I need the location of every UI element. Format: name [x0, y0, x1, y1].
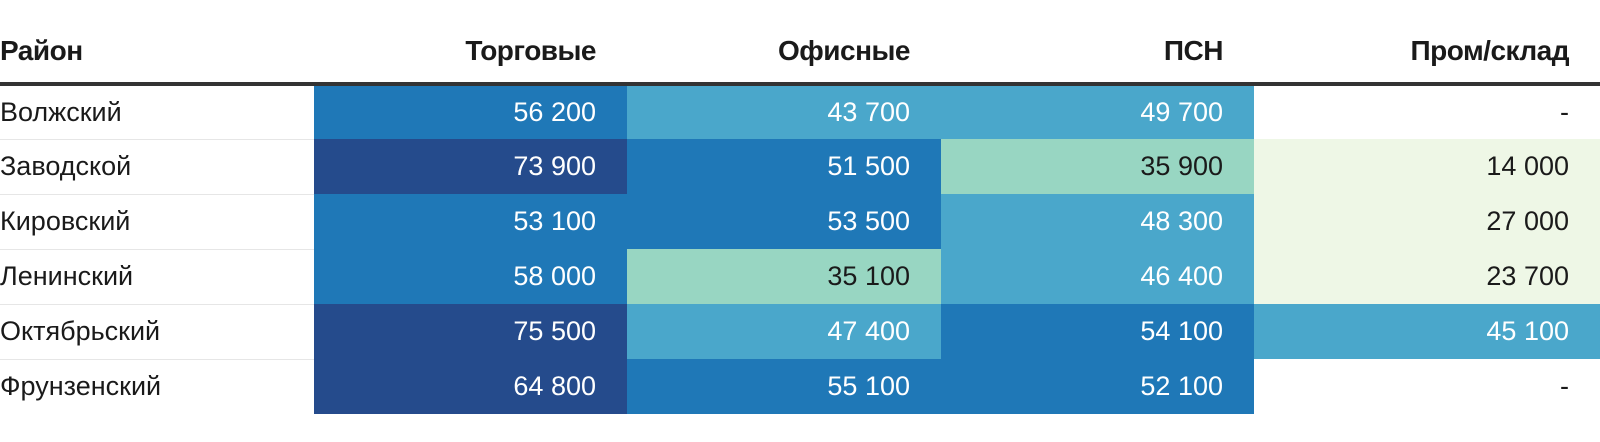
heat-cell-office: 55 100 [627, 359, 941, 414]
heat-cell-psn: 49 700 [941, 84, 1254, 139]
table-row: Ленинский 58 000 35 100 46 400 23 700 [0, 249, 1600, 305]
heat-cell-retail: 56 200 [314, 84, 627, 139]
heat-cell-industrial: 27 000 [1254, 194, 1600, 249]
column-header-district: Район [0, 19, 314, 86]
heat-cell-office: 35 100 [627, 249, 941, 304]
column-header-retail: Торговые [314, 19, 627, 86]
heat-cell-retail: 64 800 [314, 359, 627, 414]
heatmap-table: Район Торговые Офисные ПСН Пром/склад Во… [0, 19, 1600, 414]
heat-cell-psn: 48 300 [941, 194, 1254, 249]
table-row: Волжский 56 200 43 700 49 700- [0, 84, 1600, 140]
heat-cell-psn: 46 400 [941, 249, 1254, 304]
column-header-office: Офисные [627, 19, 941, 86]
heat-cell-retail: 53 100 [314, 194, 627, 249]
heat-cell-office: 43 700 [627, 84, 941, 139]
table-row: Фрунзенский 64 800 55 100 52 100- [0, 359, 1600, 414]
heat-cell-psn: 35 900 [941, 139, 1254, 194]
row-label-district: Заводской [0, 139, 314, 195]
heat-cell-industrial: 23 700 [1254, 249, 1600, 304]
heat-cell-office: 53 500 [627, 194, 941, 249]
header-row: Район Торговые Офисные ПСН Пром/склад [0, 19, 1600, 86]
heat-cell-industrial: - [1254, 359, 1600, 414]
heat-cell-office: 51 500 [627, 139, 941, 194]
column-header-psn: ПСН [941, 19, 1254, 86]
heat-cell-industrial: 45 100 [1254, 304, 1600, 359]
row-label-district: Октябрьский [0, 304, 314, 360]
heat-cell-psn: 52 100 [941, 359, 1254, 414]
table-row: Октябрьский 75 500 47 400 54 100 45 100 [0, 304, 1600, 360]
heatmap-body: Волжский 56 200 43 700 49 700- Заводской 73 9… [0, 84, 1600, 414]
heat-cell-industrial: 14 000 [1254, 139, 1600, 194]
column-header-industrial: Пром/склад [1254, 19, 1600, 86]
table-row: Заводской 73 900 51 500 35 900 14 000 [0, 139, 1600, 195]
row-label-district: Волжский [0, 84, 314, 140]
heat-cell-office: 47 400 [627, 304, 941, 359]
heat-cell-industrial: - [1254, 84, 1600, 139]
heat-cell-retail: 58 000 [314, 249, 627, 304]
heat-cell-psn: 54 100 [941, 304, 1254, 359]
row-label-district: Кировский [0, 194, 314, 250]
row-label-district: Фрунзенский [0, 359, 314, 414]
heat-cell-retail: 73 900 [314, 139, 627, 194]
table-row: Кировский 53 100 53 500 48 300 27 000 [0, 194, 1600, 250]
heat-cell-retail: 75 500 [314, 304, 627, 359]
row-label-district: Ленинский [0, 249, 314, 305]
